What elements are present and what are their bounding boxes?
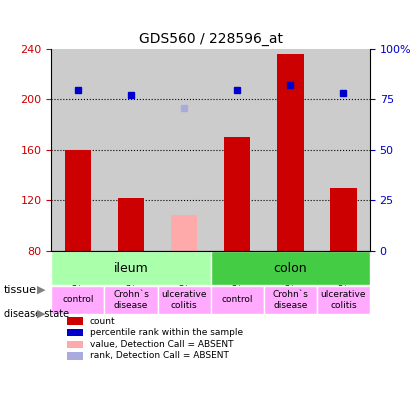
Bar [317,49,370,251]
Bar [67,329,83,337]
Bar [224,137,250,251]
Bar [104,49,157,251]
Title: GDS560 / 228596_at: GDS560 / 228596_at [139,32,283,46]
FancyBboxPatch shape [51,251,210,286]
FancyBboxPatch shape [210,286,264,313]
Text: ileum: ileum [113,262,148,275]
FancyBboxPatch shape [210,251,370,286]
Bar [157,49,210,251]
Bar [65,150,91,251]
Text: value, Detection Call = ABSENT: value, Detection Call = ABSENT [90,340,233,349]
Bar [277,53,304,251]
Bar [67,352,83,360]
Text: percentile rank within the sample: percentile rank within the sample [90,328,243,337]
FancyBboxPatch shape [317,286,370,313]
Text: ▶: ▶ [37,285,46,294]
FancyBboxPatch shape [51,286,104,313]
Text: ulcerative
colitis: ulcerative colitis [162,290,207,309]
Bar [171,215,197,251]
Bar [67,341,83,348]
FancyBboxPatch shape [104,286,157,313]
Bar [67,318,83,325]
Bar [264,49,317,251]
Text: control: control [62,295,94,304]
Text: colon: colon [273,262,307,275]
Bar [51,49,104,251]
FancyBboxPatch shape [157,286,210,313]
Text: ▶: ▶ [37,309,46,319]
FancyBboxPatch shape [264,286,317,313]
Text: disease state: disease state [4,309,69,319]
Text: rank, Detection Call = ABSENT: rank, Detection Call = ABSENT [90,351,229,360]
Bar [330,188,357,251]
Text: control: control [222,295,253,304]
Text: Crohn`s
disease: Crohn`s disease [272,290,308,309]
Text: Crohn`s
disease: Crohn`s disease [113,290,149,309]
Bar [118,198,144,251]
Text: count: count [90,317,115,326]
Bar [210,49,264,251]
Text: tissue: tissue [4,285,37,294]
Text: ulcerative
colitis: ulcerative colitis [321,290,366,309]
